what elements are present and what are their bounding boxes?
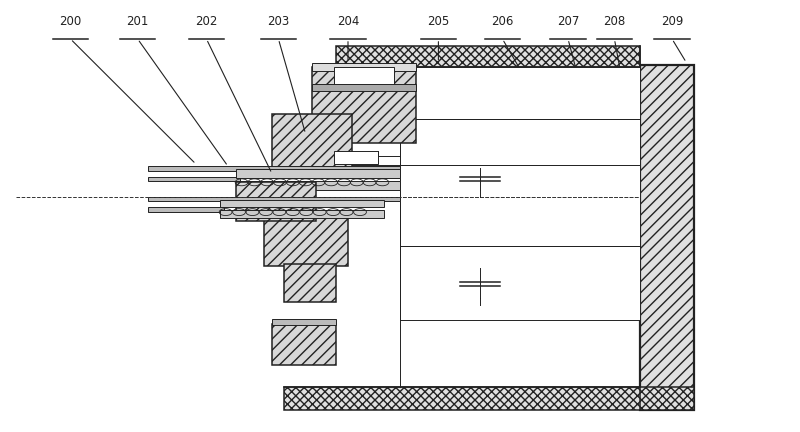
Bar bbox=[236, 181, 400, 190]
Text: 201: 201 bbox=[126, 15, 149, 28]
Bar bbox=[236, 182, 316, 221]
Bar bbox=[334, 151, 378, 164]
Text: 205: 205 bbox=[427, 15, 450, 28]
Bar bbox=[148, 207, 224, 212]
Bar bbox=[400, 119, 640, 165]
Bar bbox=[272, 319, 336, 325]
Bar bbox=[148, 177, 240, 181]
Bar bbox=[312, 63, 416, 71]
Text: 202: 202 bbox=[195, 15, 218, 28]
Bar bbox=[272, 324, 336, 365]
Text: 204: 204 bbox=[337, 15, 359, 28]
Bar bbox=[400, 67, 640, 165]
Bar bbox=[640, 65, 694, 410]
Bar bbox=[236, 169, 400, 178]
Bar bbox=[284, 264, 336, 302]
Bar bbox=[400, 246, 640, 320]
Bar bbox=[220, 200, 384, 207]
Bar bbox=[334, 67, 394, 86]
Bar bbox=[312, 84, 416, 91]
Text: 200: 200 bbox=[59, 15, 82, 28]
Bar bbox=[220, 210, 384, 218]
Bar bbox=[264, 216, 348, 266]
Bar bbox=[148, 197, 400, 201]
Bar bbox=[148, 166, 400, 171]
Text: 207: 207 bbox=[557, 15, 579, 28]
Text: 203: 203 bbox=[267, 15, 290, 28]
Bar bbox=[400, 165, 640, 246]
Bar bbox=[312, 67, 416, 143]
Bar bbox=[336, 46, 640, 67]
Text: 209: 209 bbox=[661, 15, 683, 28]
Bar bbox=[284, 387, 694, 410]
Text: 206: 206 bbox=[491, 15, 514, 28]
Text: 208: 208 bbox=[603, 15, 626, 28]
Bar bbox=[272, 114, 352, 173]
